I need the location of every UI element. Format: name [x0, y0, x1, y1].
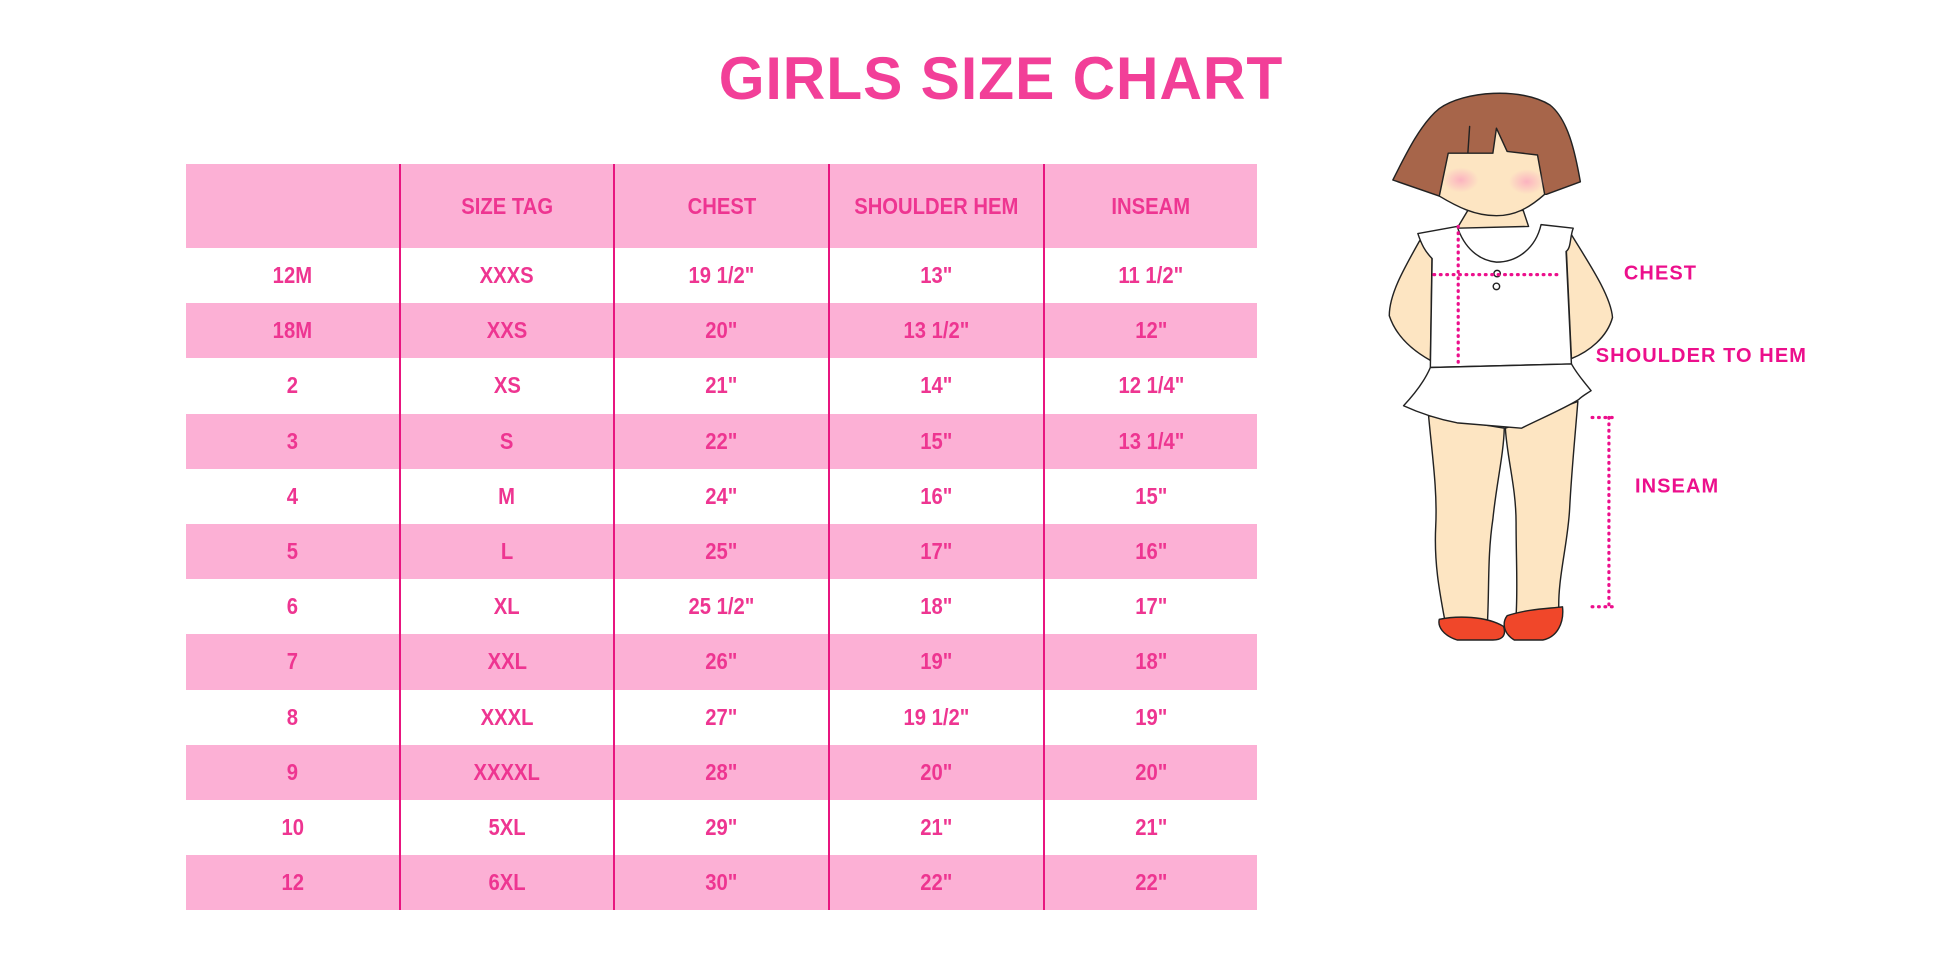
right-arm: [1565, 231, 1614, 360]
cell-chest: 27": [614, 689, 830, 745]
table-row: 7 XXL 26" 19" 18": [186, 634, 1257, 690]
cell-shoulder-hem: 19": [829, 634, 1045, 690]
table-row: 10 5XL 29" 21" 21": [186, 799, 1257, 856]
cell-shoulder-hem: 15": [829, 413, 1045, 469]
cell-size-tag: XXS: [400, 303, 615, 359]
cell-inseam: 11 1/2": [1118, 262, 1184, 289]
left-shoe: [1438, 616, 1506, 641]
table-row: 4 M 24" 16" 15": [186, 468, 1257, 524]
table-row: 9 XXXXL 28" 20" 20": [186, 744, 1257, 800]
cell-size-tag: S: [400, 413, 615, 469]
cell-age: 18M: [186, 303, 401, 359]
left-leg: [1427, 415, 1505, 622]
cell-inseam: 17": [1134, 593, 1168, 620]
face: [1438, 125, 1546, 217]
cell-shoulder-hem: 18": [829, 579, 1045, 635]
cell-inseam: 16": [1044, 523, 1257, 580]
left-arm: [1388, 240, 1433, 362]
table-row: 6 XL 25 1/2" 18" 17": [186, 579, 1257, 635]
right-leg: [1504, 400, 1579, 617]
cell-size-tag: XXL: [400, 634, 615, 690]
cell-chest: 21": [614, 358, 830, 414]
table-row: 18M XXS 20" 13 1/2" 12": [186, 303, 1257, 359]
cell-shoulder-hem: 21": [829, 799, 1045, 856]
cell-age: 9: [186, 744, 401, 800]
cell-age: 6: [186, 579, 401, 635]
inseam-label: INSEAM: [1635, 476, 1719, 498]
header-shoulder-hem: SHOULDER HEM: [829, 164, 1045, 248]
cell-chest: 30": [614, 855, 830, 911]
cell-inseam: 20": [1044, 744, 1257, 800]
table-header-row: SIZE TAG CHEST SHOULDER HEM INSEAM: [186, 164, 1257, 248]
cell-inseam: 18": [1044, 634, 1257, 690]
table-row: 8 XXXL 27" 19 1/2" 19": [186, 689, 1257, 745]
cell-age: 2: [186, 358, 401, 414]
cell-size-tag: XXXXL: [400, 744, 615, 800]
cell-chest: 28": [614, 744, 830, 800]
right-shoe: [1503, 606, 1564, 641]
cell-size-tag: XL: [400, 579, 615, 635]
cell-inseam: 22": [1044, 855, 1257, 911]
cell-chest: 29": [614, 799, 830, 856]
cell-age: 12M: [186, 248, 401, 304]
cell-shoulder-hem: 17": [829, 523, 1045, 580]
header-inseam: INSEAM: [1044, 164, 1257, 248]
cell-size-tag: L: [400, 523, 615, 580]
cell-inseam: 15": [1134, 482, 1168, 509]
header-size-tag: SIZE TAG: [400, 164, 615, 248]
table-row: 12M XXXS 19 1/2" 13" 11 1/2": [186, 248, 1257, 304]
cell-chest: 24": [614, 468, 830, 524]
cell-chest: 19 1/2": [614, 248, 830, 304]
cell-age: 8: [186, 689, 401, 745]
cell-shoulder-hem: 14": [829, 358, 1045, 414]
girl-measurement-illustration: CHEST SHOULDER TO HEM INSEAM: [1388, 92, 1807, 641]
cell-shoulder-hem: 13 1/2": [829, 303, 1045, 359]
cell-size-tag: XS: [400, 358, 615, 414]
table-row: 5 L 25" 17" 16": [186, 523, 1257, 580]
cell-inseam: 21": [1134, 813, 1168, 840]
cell-inseam: 19": [1134, 703, 1168, 730]
table-row: 12 6XL 30" 22" 22": [186, 855, 1257, 911]
shoulder-to-hem-label: SHOULDER TO HEM: [1596, 345, 1807, 367]
cell-inseam: 13 1/4": [1044, 413, 1257, 469]
cell-size-tag: M: [400, 468, 615, 524]
header-chest: CHEST: [614, 164, 830, 248]
cell-age: 7: [186, 634, 401, 690]
cell-shoulder-hem: 16": [829, 468, 1045, 524]
cell-chest: 25 1/2": [614, 579, 830, 635]
cell-size-tag: 6XL: [400, 855, 615, 911]
cell-size-tag: XXXL: [400, 689, 615, 745]
cell-chest: 26": [614, 634, 830, 690]
cell-size-tag: XXXS: [400, 248, 615, 304]
skirt: [1402, 363, 1592, 429]
cell-age: 4: [186, 468, 401, 524]
cell-age: 12: [186, 855, 401, 911]
cell-shoulder-hem: 13": [829, 248, 1045, 304]
table-row: 3 S 22" 15" 13 1/4": [186, 413, 1257, 469]
cell-size-tag: 5XL: [400, 799, 615, 856]
cell-age: 3: [186, 413, 401, 469]
cell-chest: 22": [614, 413, 830, 469]
cell-shoulder-hem: 20": [829, 744, 1045, 800]
chest-label: CHEST: [1624, 262, 1697, 284]
cell-chest: 25": [614, 523, 830, 580]
table-row: 2 XS 21" 14" 12 1/4": [186, 358, 1257, 414]
cell-shoulder-hem: 19 1/2": [829, 689, 1045, 745]
size-chart-table: SIZE TAG CHEST SHOULDER HEM INSEAM 12M XX…: [186, 164, 1257, 911]
header-age: [186, 164, 401, 248]
page-title: GIRLS SIZE CHART: [718, 45, 1284, 112]
shirt: [1417, 223, 1574, 369]
cell-age: 10: [186, 799, 401, 856]
cell-age: 5: [186, 523, 401, 580]
cell-inseam: 12 1/4": [1118, 372, 1184, 399]
cell-chest: 20": [614, 303, 830, 359]
cell-shoulder-hem: 22": [829, 855, 1045, 911]
cell-inseam: 12": [1044, 303, 1257, 359]
